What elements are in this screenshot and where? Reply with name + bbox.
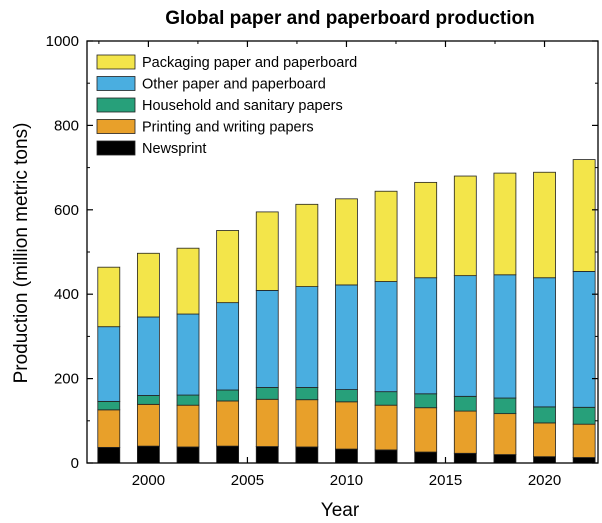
chart-title: Global paper and paperboard production — [165, 8, 534, 29]
bar-segment-4-7 — [374, 190, 398, 282]
bar-segment-1-4 — [255, 398, 279, 447]
plot-area — [97, 159, 596, 464]
bar-segment-1-0 — [97, 409, 121, 448]
y-axis-label: Production (million metric tons) — [11, 123, 32, 384]
bar-segment-2-8 — [414, 393, 438, 409]
y-tick-label: 800 — [54, 117, 79, 134]
x-axis-label: Year — [321, 500, 360, 521]
bar-segment-3-3 — [216, 302, 240, 391]
legend-label-2: Household and sanitary papers — [142, 98, 343, 114]
bar-segment-4-12 — [572, 159, 596, 272]
bar-segment-4-6 — [335, 198, 358, 286]
bar-segment-3-11 — [533, 277, 556, 408]
bar-segment-3-5 — [295, 286, 319, 388]
bar-segment-1-2 — [176, 404, 200, 448]
bar-segment-3-9 — [453, 275, 477, 397]
legend-swatch-2 — [96, 97, 136, 113]
bar-segment-2-3 — [216, 389, 240, 402]
legend-swatch-1 — [96, 119, 136, 134]
bar-segment-2-0 — [97, 400, 121, 411]
bar-segment-3-7 — [374, 281, 398, 393]
legend-label-4: Packaging paper and paperboard — [142, 55, 357, 71]
bar-segment-1-8 — [414, 407, 438, 453]
bar-segment-0-8 — [414, 451, 438, 464]
bar-segment-3-6 — [335, 284, 358, 390]
bar-segment-0-2 — [176, 446, 200, 464]
bar-segment-1-5 — [295, 399, 319, 448]
x-tick-label: 2000 — [132, 472, 165, 489]
bar-segment-2-5 — [295, 387, 319, 401]
x-tick-label: 2015 — [429, 472, 462, 489]
bar-segment-2-10 — [493, 397, 517, 415]
legend-swatch-4 — [96, 54, 136, 70]
legend-swatch-0 — [96, 140, 136, 156]
y-tick-label: 400 — [54, 286, 79, 303]
bar-segment-3-12 — [572, 271, 596, 408]
bar-segment-2-11 — [533, 406, 556, 424]
bar-segment-4-3 — [216, 230, 240, 304]
bar-segment-0-10 — [493, 454, 517, 464]
bar-segment-4-9 — [453, 175, 477, 277]
bar-segment-1-11 — [533, 422, 556, 458]
bar-segment-1-9 — [453, 410, 477, 454]
y-tick-label: 1000 — [46, 33, 79, 50]
y-tick-label: 600 — [54, 202, 79, 219]
bar-segment-4-1 — [136, 252, 160, 318]
bar-segment-0-9 — [453, 452, 477, 464]
bar-segment-0-0 — [97, 446, 121, 464]
x-tick-label: 2005 — [231, 472, 264, 489]
bar-segment-2-9 — [453, 395, 477, 412]
bar-segment-1-6 — [335, 401, 358, 450]
bar-segment-4-11 — [533, 171, 556, 279]
bar-segment-2-12 — [572, 406, 596, 425]
bar-segment-3-10 — [493, 274, 517, 399]
bar-segment-2-1 — [136, 395, 160, 405]
x-tick-label: 2010 — [330, 472, 363, 489]
bar-segment-0-4 — [255, 446, 279, 464]
bar-segment-1-3 — [216, 400, 240, 447]
bar-segment-0-12 — [572, 457, 596, 464]
bar-segment-0-3 — [216, 445, 240, 464]
y-tick-label: 200 — [54, 371, 79, 388]
bar-segment-1-12 — [572, 423, 596, 458]
bar-segment-4-4 — [255, 211, 279, 291]
bar-segment-3-4 — [255, 289, 279, 388]
x-tick-label: 2020 — [528, 472, 561, 489]
legend: Packaging paper and paperboard Other pape… — [96, 54, 357, 157]
legend-label-3: Other paper and paperboard — [142, 77, 326, 93]
y-tick-label: 0 — [71, 455, 79, 472]
bar-segment-1-10 — [493, 413, 517, 455]
bar-segment-4-8 — [414, 181, 438, 279]
bar-segment-3-2 — [176, 313, 200, 396]
legend-label-0: Newsprint — [142, 141, 206, 157]
bar-segment-4-0 — [97, 266, 121, 328]
legend-swatch-3 — [96, 76, 136, 91]
bar-segment-2-4 — [255, 387, 279, 400]
bar-segment-0-7 — [374, 449, 398, 464]
bar-segment-2-6 — [335, 389, 358, 403]
bar-segment-3-8 — [414, 277, 438, 395]
bar-segment-4-10 — [493, 172, 517, 276]
axes: 0 200 400 600 800 1000 2000 2005 2010 2015 2020 — [46, 33, 599, 489]
bar-segment-1-7 — [374, 404, 398, 451]
bar-segment-3-1 — [136, 316, 160, 396]
bar-segment-4-5 — [295, 203, 319, 287]
bar-segment-4-2 — [176, 247, 200, 315]
legend-label-1: Printing and writing papers — [142, 120, 314, 136]
bar-segment-1-1 — [136, 403, 160, 447]
bar-segment-0-5 — [295, 446, 319, 464]
bar-segment-3-0 — [97, 326, 121, 402]
bar-segment-2-7 — [374, 391, 398, 406]
bar-segment-2-2 — [176, 394, 200, 406]
